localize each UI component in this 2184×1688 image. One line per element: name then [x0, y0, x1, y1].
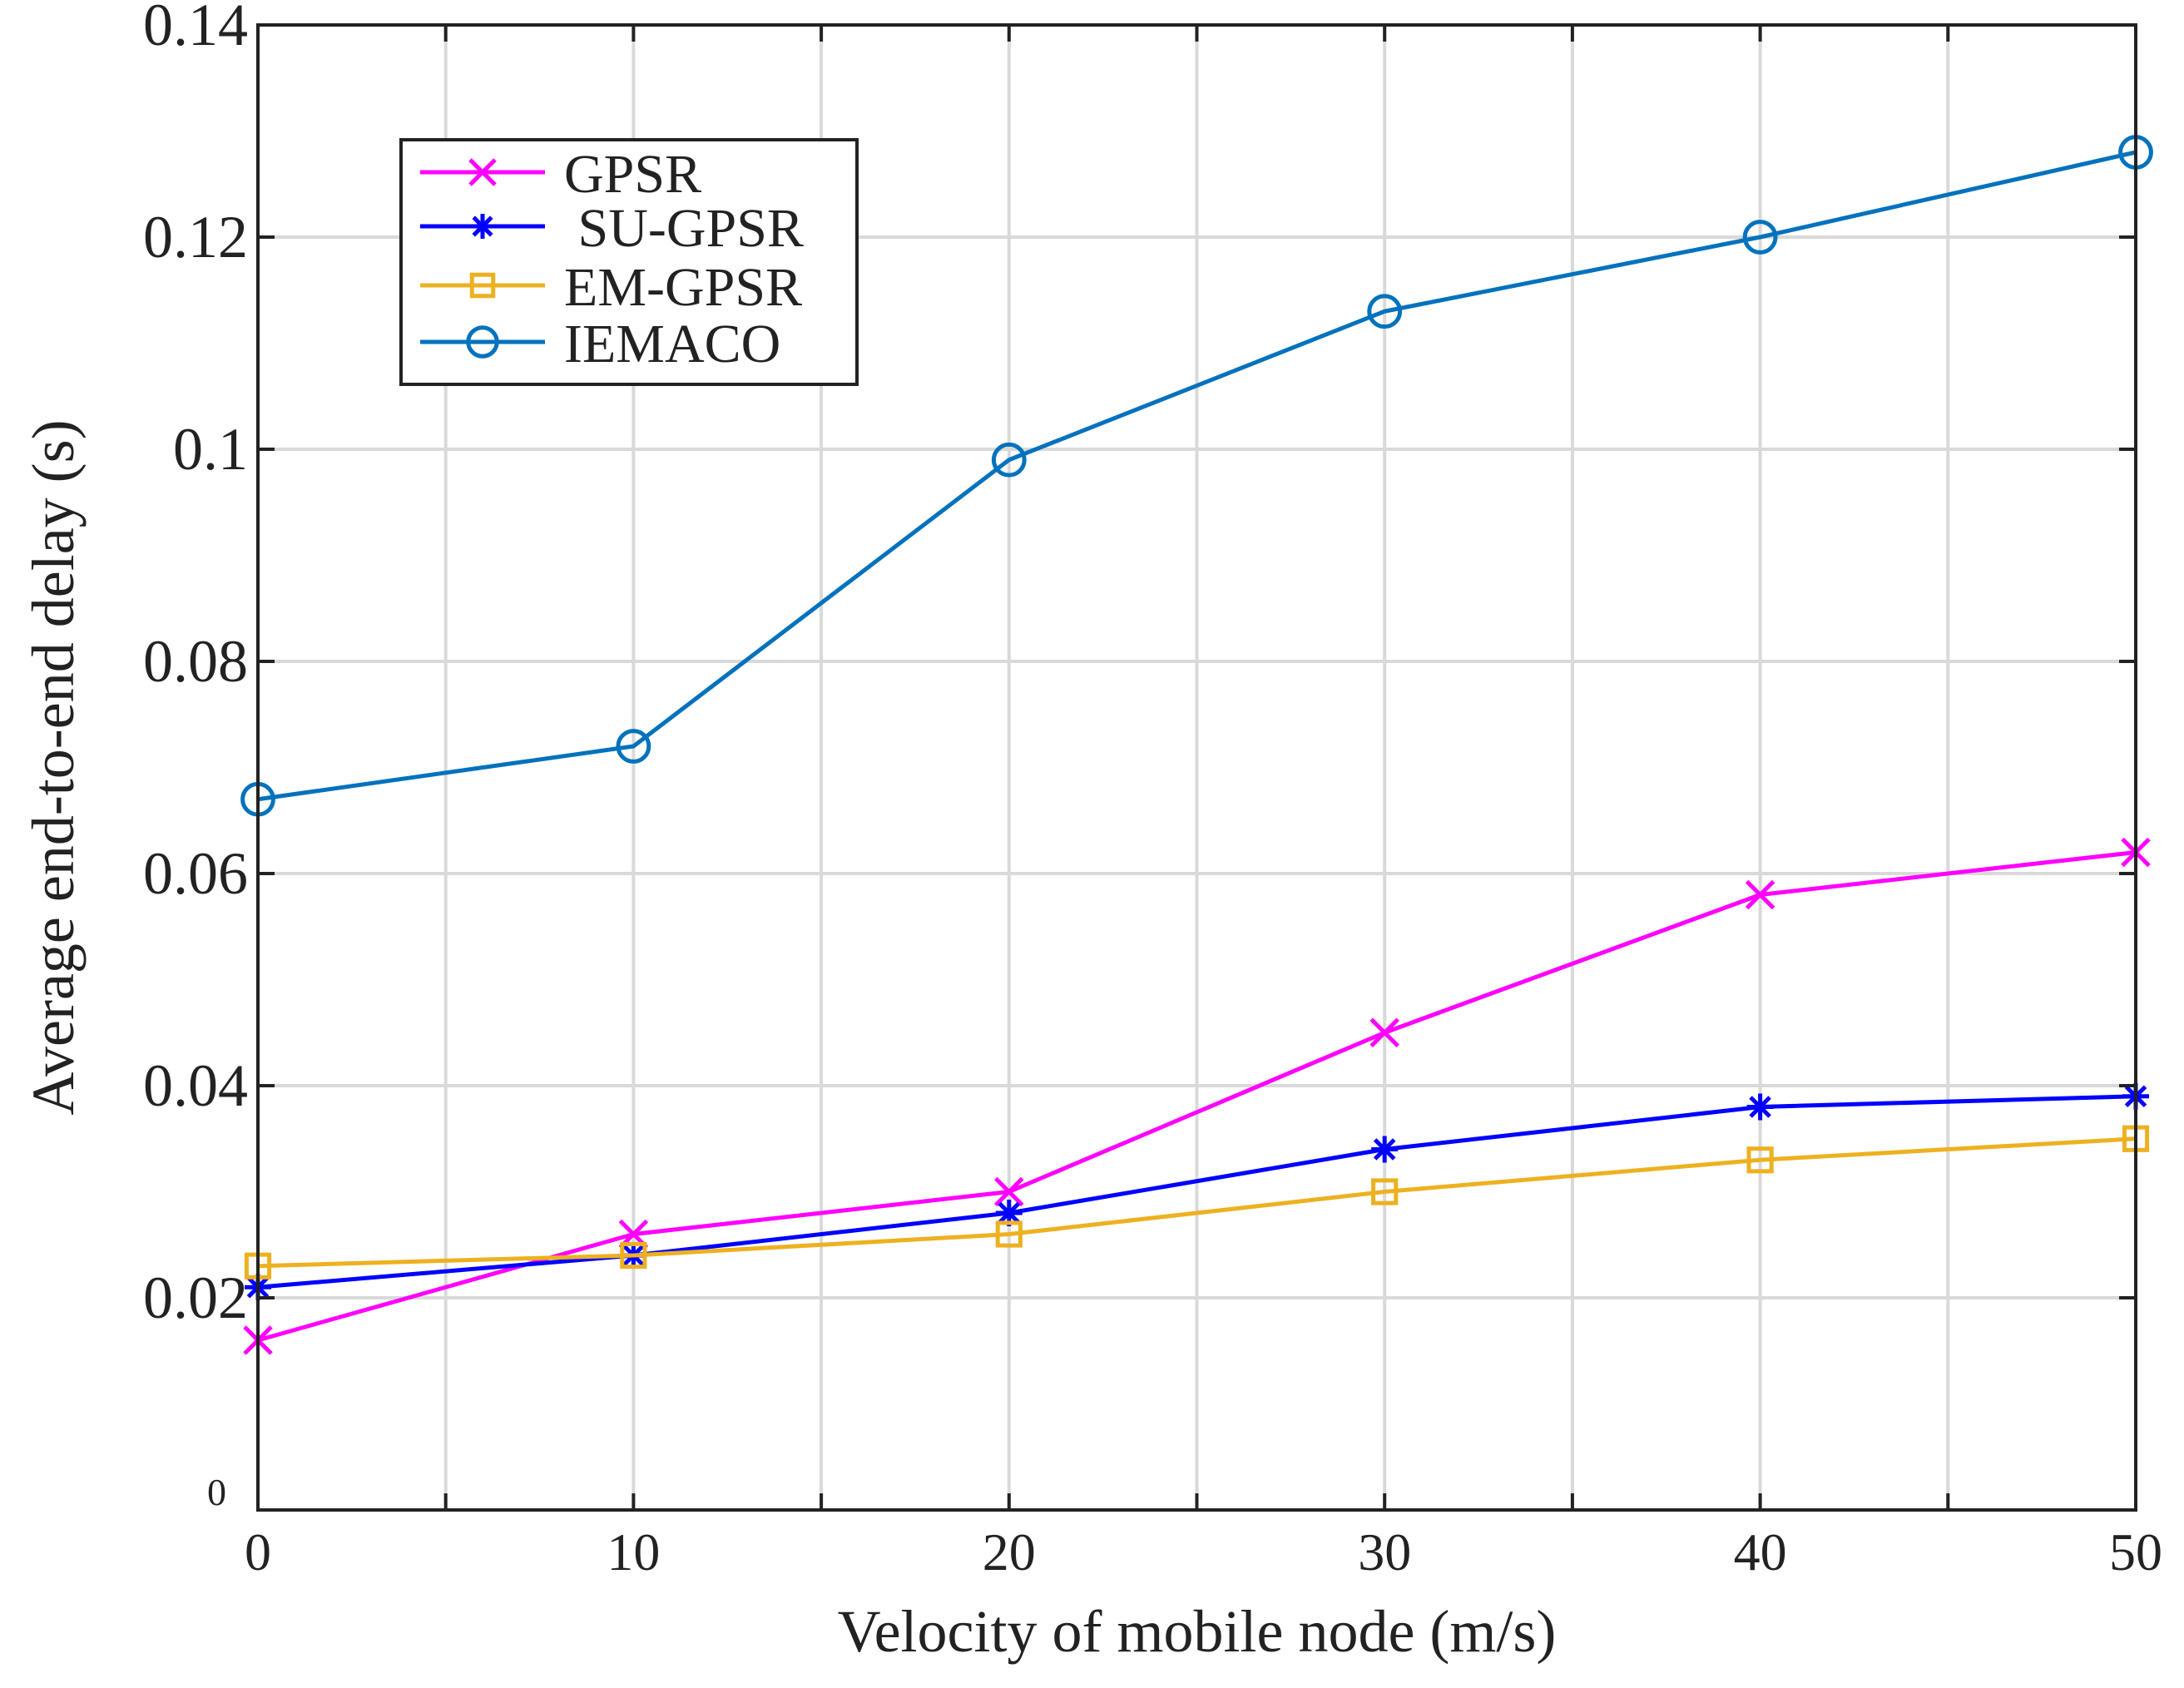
data-point-gpsr: [1369, 1017, 1399, 1048]
legend-marker-su-gpsr: [470, 214, 495, 239]
data-point-su-gpsr: [1746, 1093, 1774, 1121]
ticks: 0 10 20 30 40 50 0 0.02 0.04 0.06 0.08 0.1 0.12 0.14: [143, 0, 2162, 1582]
y-tick-label: 0.1: [173, 416, 248, 483]
data-point-em-gpsr: [995, 1220, 1023, 1248]
y-tick-label: 0.06: [143, 840, 248, 907]
y-axis-title: Average end-to-end delay (s): [20, 419, 87, 1115]
legend-label-iemaco: IEMACO: [564, 314, 780, 374]
legend-label-su-gpsr: SU-GPSR: [564, 198, 804, 259]
y-tick-label: 0.02: [143, 1265, 248, 1331]
y-tick-label: 0: [207, 1471, 226, 1513]
legend-label-gpsr: GPSR: [564, 144, 701, 205]
data-point-iemaco: [616, 729, 651, 764]
x-tick-label: 10: [607, 1522, 660, 1582]
y-tick-label: 0.14: [143, 0, 248, 58]
x-tick-label: 0: [245, 1522, 271, 1582]
series-layer: [240, 135, 2153, 1355]
series-em-gpsr: [244, 1125, 2150, 1280]
y-tick-label: 0.08: [143, 628, 248, 695]
series-line-em-gpsr: [257, 1136, 2137, 1269]
series-line-gpsr: [257, 850, 2137, 1343]
x-tick-label: 30: [1358, 1522, 1411, 1582]
legend-marker-em-gpsr: [469, 272, 496, 299]
data-point-gpsr: [1745, 879, 1775, 910]
grid: [258, 25, 2136, 1510]
data-point-su-gpsr: [1371, 1136, 1399, 1163]
data-point-em-gpsr: [1371, 1178, 1399, 1205]
series-line-iemaco: [257, 150, 2137, 802]
series-line-su-gpsr: [257, 1094, 2137, 1290]
x-tick-label: 40: [1734, 1522, 1787, 1582]
legend-label-em-gpsr: EM-GPSR: [564, 257, 802, 318]
y-tick-label: 0.04: [143, 1052, 248, 1119]
data-point-gpsr: [994, 1176, 1024, 1207]
legend-marker-iemaco: [466, 325, 499, 359]
data-point-iemaco: [1742, 220, 1778, 255]
x-tick-label: 50: [2109, 1522, 2162, 1582]
legend-marker-gpsr: [468, 158, 497, 186]
x-axis-title: Velocity of mobile node (m/s): [838, 1598, 1557, 1665]
data-point-em-gpsr: [620, 1241, 647, 1270]
data-point-iemaco: [991, 442, 1027, 478]
y-tick-label: 0.12: [143, 204, 248, 270]
data-point-em-gpsr: [1746, 1146, 1774, 1174]
x-tick-label: 20: [983, 1522, 1036, 1582]
data-point-iemaco: [1367, 294, 1403, 329]
